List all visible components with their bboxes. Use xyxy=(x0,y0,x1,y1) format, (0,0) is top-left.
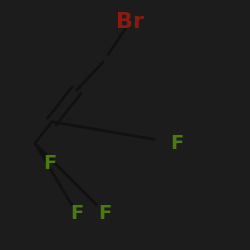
Text: F: F xyxy=(44,154,57,173)
Text: F: F xyxy=(70,204,84,223)
Text: F: F xyxy=(98,204,112,223)
Text: F: F xyxy=(170,134,183,153)
Text: Br: Br xyxy=(116,12,144,32)
